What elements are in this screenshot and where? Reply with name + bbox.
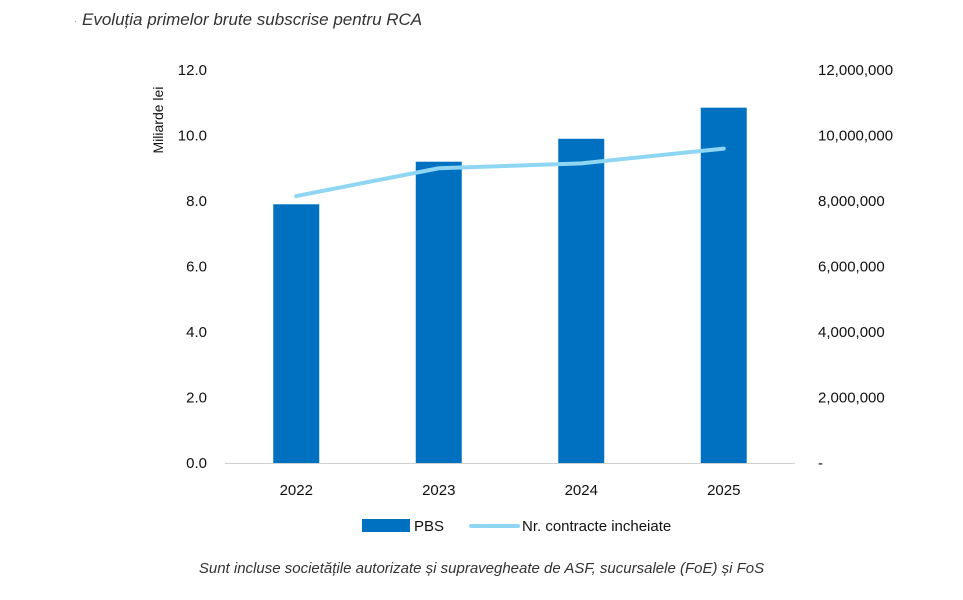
bar-2022 [273,204,320,463]
x-tick-label: 2025 [707,482,740,499]
legend-label-contracte: Nr. contracte incheiate [522,518,671,535]
bar-2023 [415,161,462,463]
x-tick-label: 2024 [565,482,598,499]
y2-tick-label: 4,000,000 [818,324,885,341]
y-tick-label: 8.0 [186,193,207,210]
line-contracte [294,146,726,199]
bar-2024 [558,138,605,463]
y2-tick-label: 8,000,000 [818,193,885,210]
y-axis-label: Miliarde lei [150,87,166,154]
y2-tick-label: 6,000,000 [818,259,885,276]
y-tick-label: 12.0 [178,62,207,79]
legend-swatch-pbs [362,519,410,532]
y-tick-label: 0.0 [186,455,207,472]
title-marker: . [74,14,77,25]
x-tick-label: 2023 [422,482,455,499]
chart-title: Evoluția primelor brute subscrise pentru… [82,10,423,29]
chart-footnote: Sunt incluse societățile autorizate și s… [198,560,765,577]
legend-label-pbs: PBS [414,518,444,535]
y2-tick-label: 10,000,000 [818,128,893,145]
y-tick-label: 6.0 [186,259,207,276]
y2-tick-label: 12,000,000 [818,62,893,79]
y-tick-label: 4.0 [186,324,207,341]
y2-tick-label: 2,000,000 [818,390,885,407]
y2-tick-label: - [818,455,823,472]
y-tick-label: 10.0 [178,128,207,145]
y-tick-label: 2.0 [186,390,207,407]
x-tick-label: 2022 [280,482,313,499]
bar-2025 [700,107,747,463]
